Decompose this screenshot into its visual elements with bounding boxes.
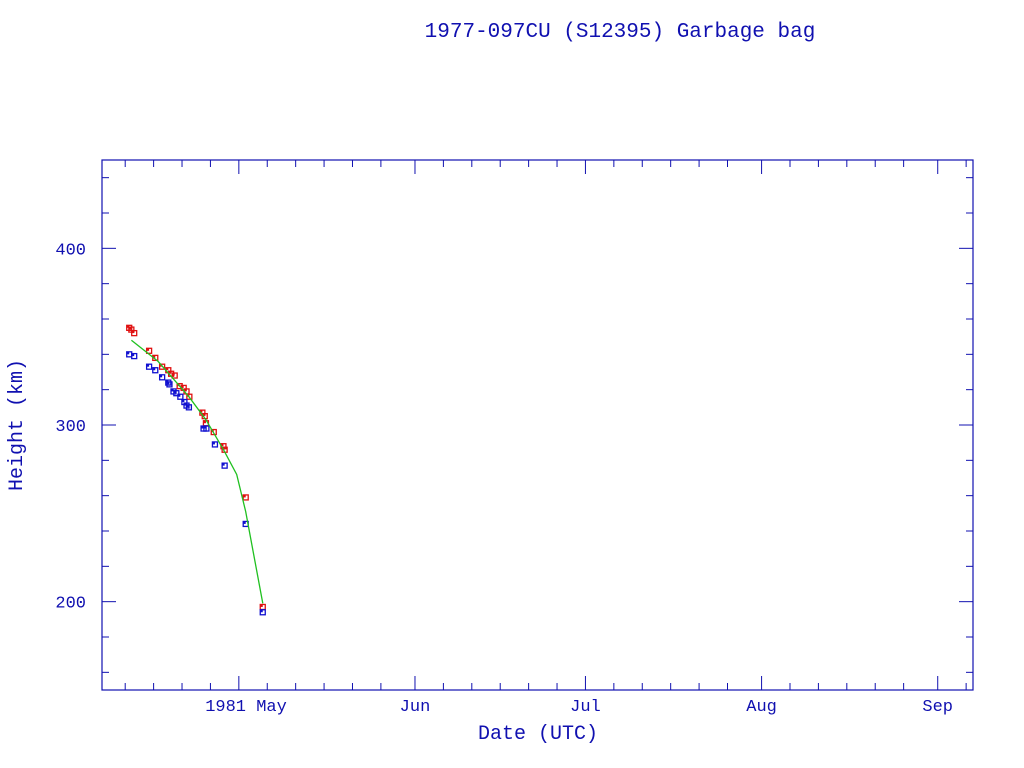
y-tick-label: 300 (55, 418, 86, 437)
perigee-point-fill (222, 463, 225, 466)
perigee-point-fill (201, 426, 204, 429)
apogee-point-fill (128, 327, 132, 330)
x-axis-label: Date (UTC) (478, 723, 598, 746)
perigee-point-fill (173, 390, 177, 394)
perigee-point-fill (181, 399, 185, 403)
perigee-point-fill (184, 403, 187, 406)
perigee-point-fill (177, 394, 181, 397)
perigee-point-fill (131, 353, 135, 357)
x-tick-label: Aug (746, 698, 777, 717)
apogee-point-fill (168, 371, 172, 374)
apogee-point-fill (202, 413, 205, 417)
data-marks (126, 324, 266, 616)
apogee-point-fill (126, 325, 130, 328)
y-axis-label: Height (km) (6, 359, 29, 491)
perigee-point-fill (159, 374, 163, 378)
perigee-point-fill (152, 367, 156, 371)
apogee-point-fill (184, 388, 187, 392)
x-tick-label: Jun (400, 698, 431, 717)
apogee-point-fill (165, 367, 169, 371)
x-tick-label: Jul (570, 698, 601, 717)
perigee-point-fill (260, 609, 263, 613)
x-tick-label: Sep (922, 698, 953, 717)
apogee-point-fill (199, 410, 203, 413)
perigee-point-fill (170, 388, 174, 392)
apogee-point-fill (203, 420, 206, 424)
apogee-point-fill (243, 494, 246, 498)
apogee-point-fill (146, 348, 150, 351)
y-tick-label: 400 (55, 241, 86, 260)
axis-tick-labels: 200 300 400 1981 May Jun Jul Aug Sep (55, 241, 953, 717)
apogee-point-fill (152, 355, 156, 358)
perigee-point-fill (186, 404, 189, 408)
perigee-point-fill (166, 381, 170, 385)
apogee-point-fill (260, 604, 263, 607)
apogee-point-fill (172, 373, 175, 376)
perigee-point-fill (212, 441, 215, 445)
apogee-point-fill (181, 385, 184, 388)
chart-title: 1977-097CU (S12395) Garbage bag (425, 21, 816, 44)
plot-frame (101, 159, 974, 691)
axis-ticks (102, 160, 973, 690)
perigee-point-fill (146, 364, 150, 367)
mean-height-line (130, 339, 264, 604)
y-tick-label: 200 (55, 595, 86, 614)
apogee-point-fill (131, 330, 135, 334)
perigee-point-fill (203, 426, 207, 429)
perigee-point-fill (126, 351, 130, 355)
apogee-point-fill (220, 443, 224, 447)
perigee-point-fill (243, 521, 246, 524)
x-tick-label: 1981 May (205, 698, 287, 717)
